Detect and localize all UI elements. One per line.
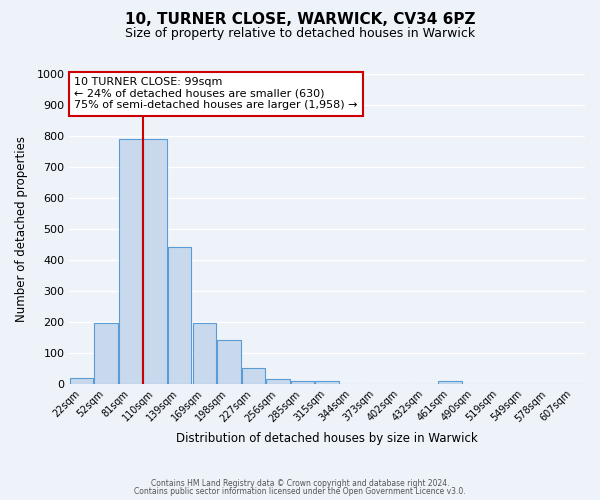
Bar [266,379,290,384]
Text: 10, TURNER CLOSE, WARWICK, CV34 6PZ: 10, TURNER CLOSE, WARWICK, CV34 6PZ [125,12,475,28]
X-axis label: Distribution of detached houses by size in Warwick: Distribution of detached houses by size … [176,432,478,445]
Bar [119,139,142,384]
Text: Contains HM Land Registry data © Crown copyright and database right 2024.: Contains HM Land Registry data © Crown c… [151,478,449,488]
Bar [217,340,241,384]
Text: 10 TURNER CLOSE: 99sqm
← 24% of detached houses are smaller (630)
75% of semi-de: 10 TURNER CLOSE: 99sqm ← 24% of detached… [74,77,358,110]
Bar [438,380,461,384]
Bar [168,248,191,384]
Bar [143,139,167,384]
Bar [291,380,314,384]
Y-axis label: Number of detached properties: Number of detached properties [15,136,28,322]
Bar [316,380,339,384]
Text: Contains public sector information licensed under the Open Government Licence v3: Contains public sector information licen… [134,487,466,496]
Text: Size of property relative to detached houses in Warwick: Size of property relative to detached ho… [125,28,475,40]
Bar [242,368,265,384]
Bar [70,378,93,384]
Bar [193,324,216,384]
Bar [94,324,118,384]
